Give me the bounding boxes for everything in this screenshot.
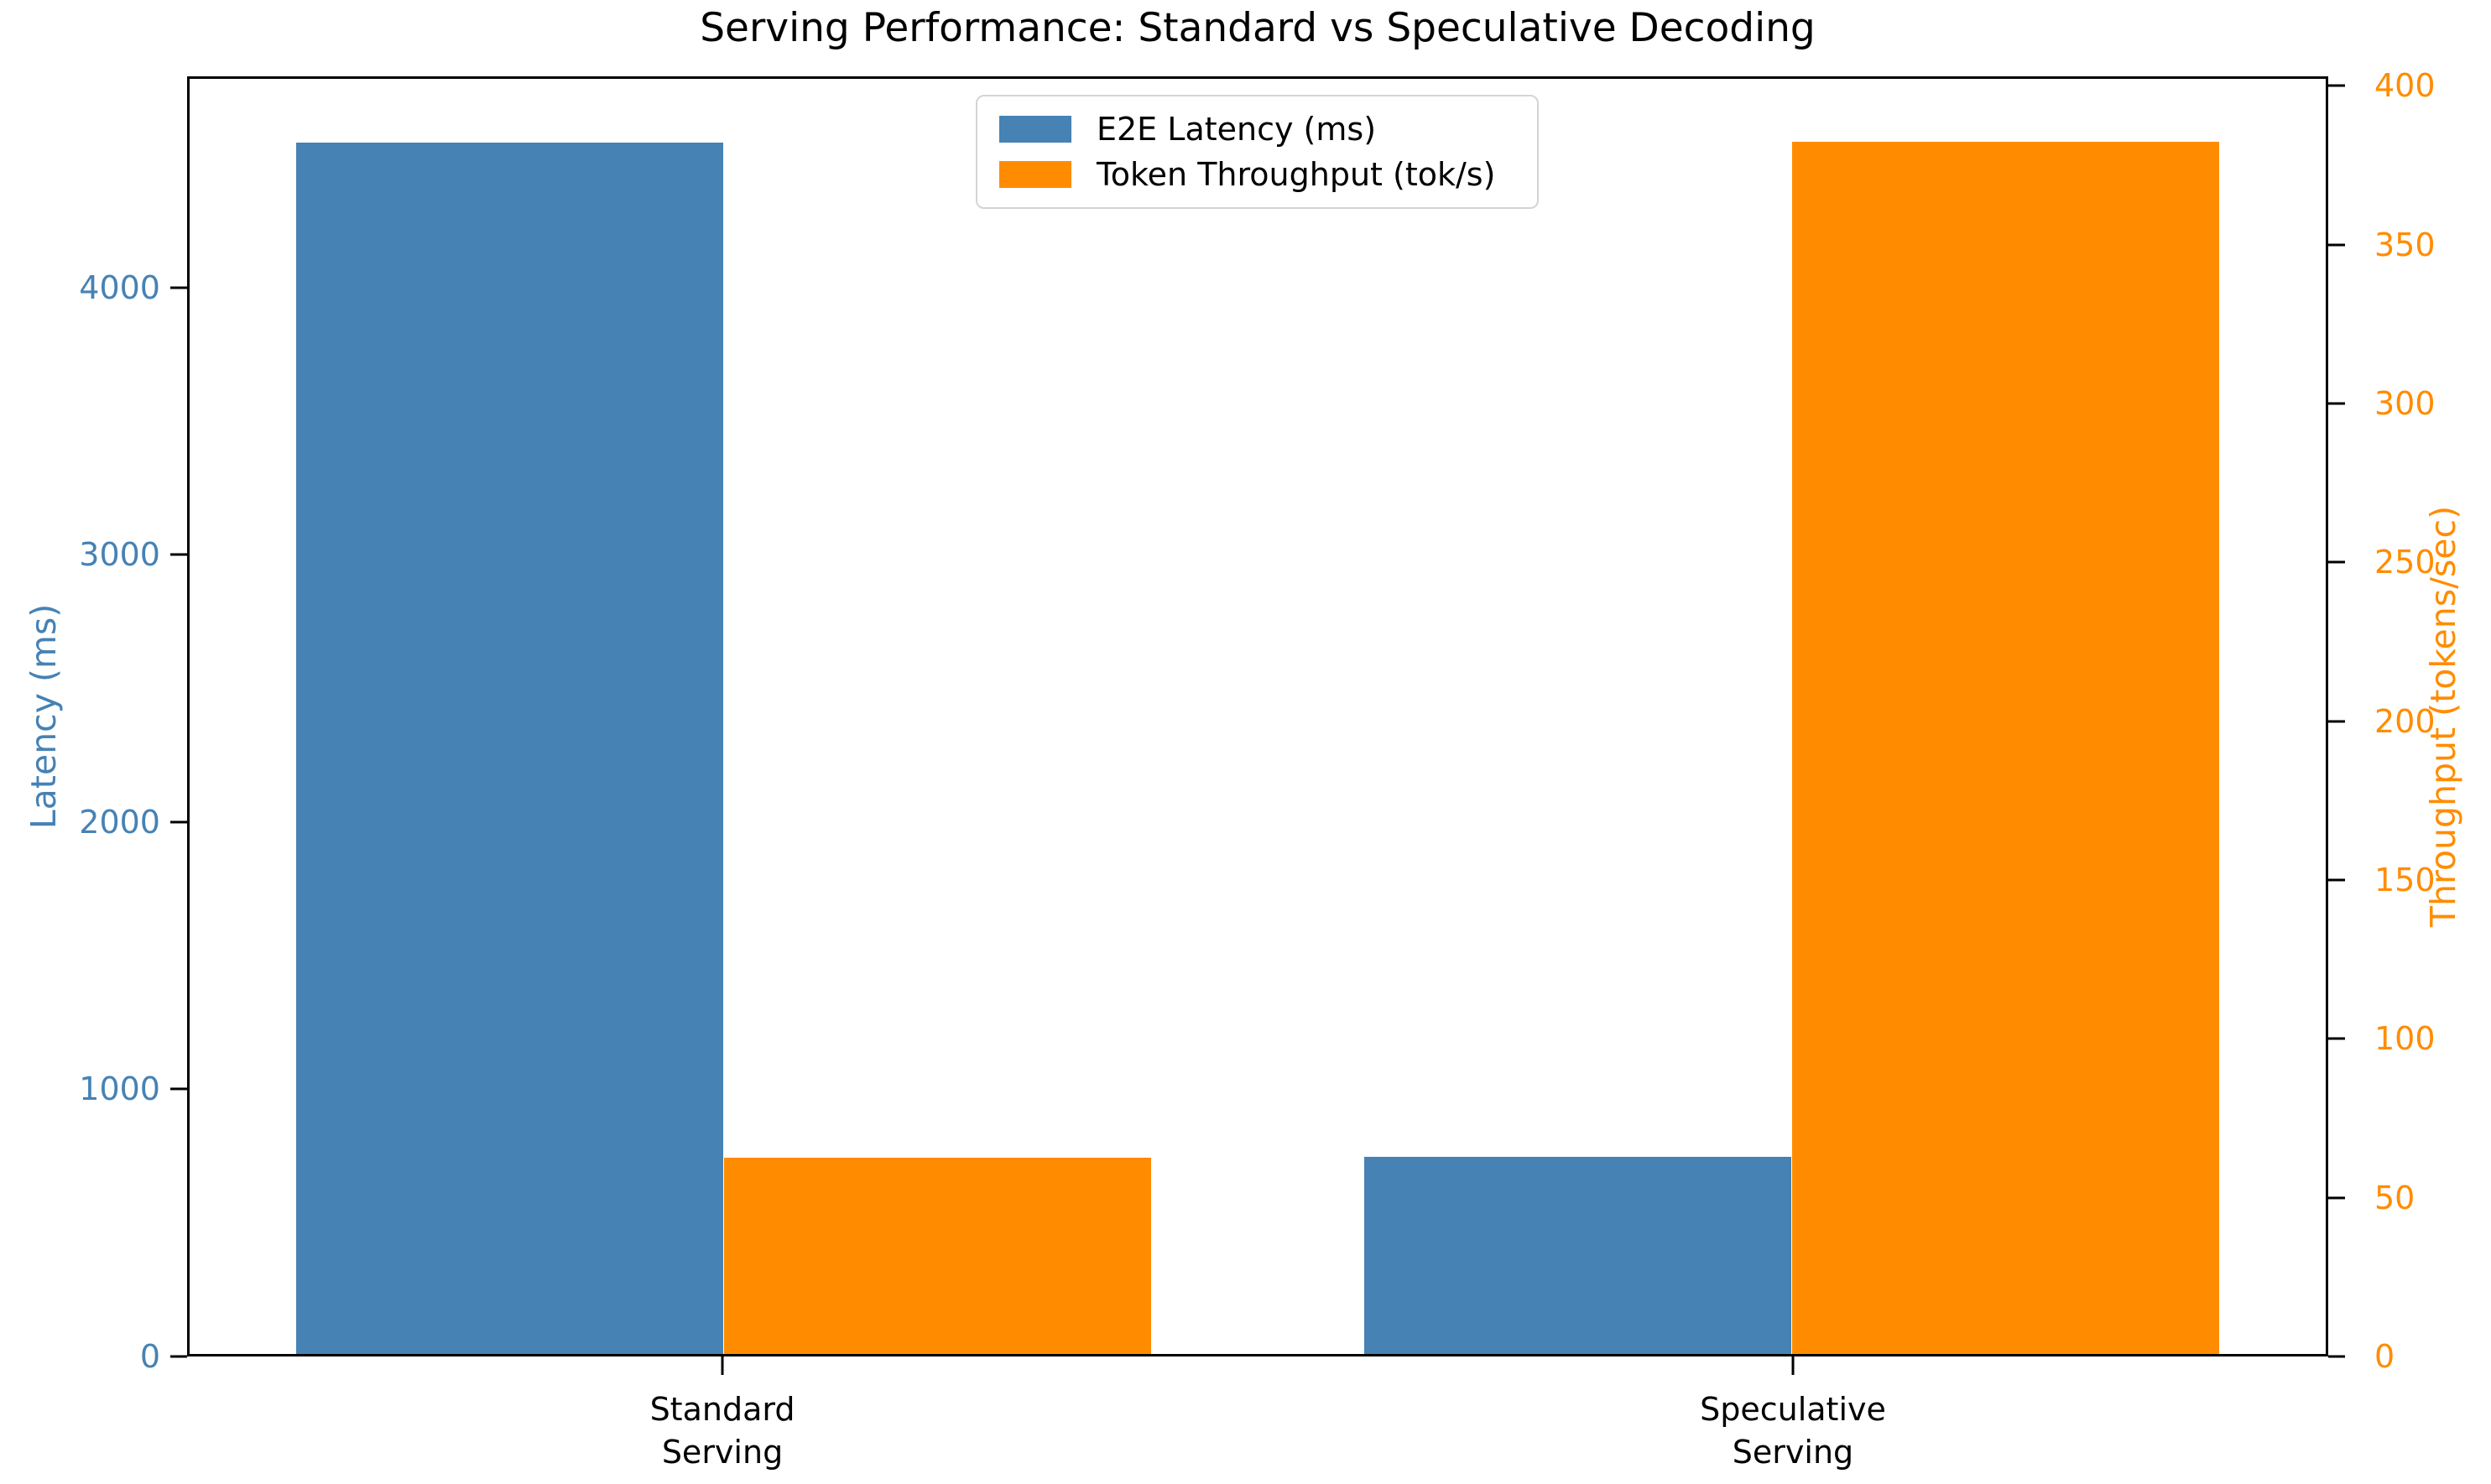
right-axis-tick-label: 150 [2374,862,2436,898]
right-axis-tick-mark [2328,720,2345,723]
x-axis-tick-mark [721,1356,724,1375]
left-axis-tick-mark [170,1355,187,1358]
plot-area [187,76,2328,1356]
right-axis-tick-label: 400 [2374,67,2436,105]
x-axis-tick-label: Speculative Serving [1700,1391,1886,1471]
right-axis-tick-mark [2328,1196,2345,1200]
legend-row: E2E Latency (ms) [999,111,1515,148]
throughput-bar [723,1158,1151,1354]
latency-bar [296,143,724,1354]
chart-title: Serving Performance: Standard vs Specula… [700,5,1816,51]
right-axis-tick-mark [2328,560,2345,564]
right-axis-ticks: 0 50 100 150 200 250 300 350 400 [2328,70,2491,1372]
right-axis-tick-label: 200 [2374,702,2436,740]
right-axis-tick-label: 250 [2374,544,2436,581]
right-axis-tick-mark [2328,1355,2345,1358]
latency-bar [1364,1157,1792,1354]
throughput-bar [1791,142,2219,1354]
right-axis-tick-mark [2328,1037,2345,1040]
left-axis-tick-mark [170,1087,187,1091]
legend: E2E Latency (ms) Token Throughput (tok/s) [976,95,1539,209]
left-axis-title: Latency (ms) [23,603,64,830]
legend-swatch [999,115,1071,143]
x-axis-tick-mark [1791,1356,1795,1375]
legend-row: Token Throughput (tok/s) [999,156,1515,193]
left-axis-tick-mark [170,286,187,289]
left-axis-tick-mark [170,820,187,824]
legend-swatch [999,161,1071,189]
right-axis-tick-label: 0 [2374,1338,2395,1375]
right-axis-tick-mark [2328,84,2345,87]
right-axis-tick-label: 50 [2374,1179,2415,1216]
left-axis-ticks: 0 1000 2000 3000 4000 [0,76,187,1372]
right-axis-tick-label: 300 [2374,385,2436,422]
right-axis-tick-mark [2328,878,2345,882]
left-axis-tick-label: 2000 [79,803,160,841]
right-axis-title: Throughput (tokens/sec) [2423,505,2463,928]
legend-label: E2E Latency (ms) [1097,110,1377,148]
left-axis-tick-label: 3000 [79,536,160,574]
right-axis-tick-mark [2328,243,2345,247]
right-axis-tick-mark [2328,402,2345,405]
right-axis-tick-label: 100 [2374,1020,2436,1058]
legend-label: Token Throughput (tok/s) [1097,156,1496,194]
right-axis-tick-label: 350 [2374,226,2436,263]
x-axis-tick-label: Standard Serving [649,1391,795,1471]
left-axis-tick-label: 4000 [79,268,160,306]
x-axis-ticks: Standard Serving Speculative Serving [187,1356,2328,1484]
left-axis-tick-label: 0 [139,1338,160,1375]
left-axis-tick-label: 1000 [79,1070,160,1108]
left-axis-tick-mark [170,553,187,556]
